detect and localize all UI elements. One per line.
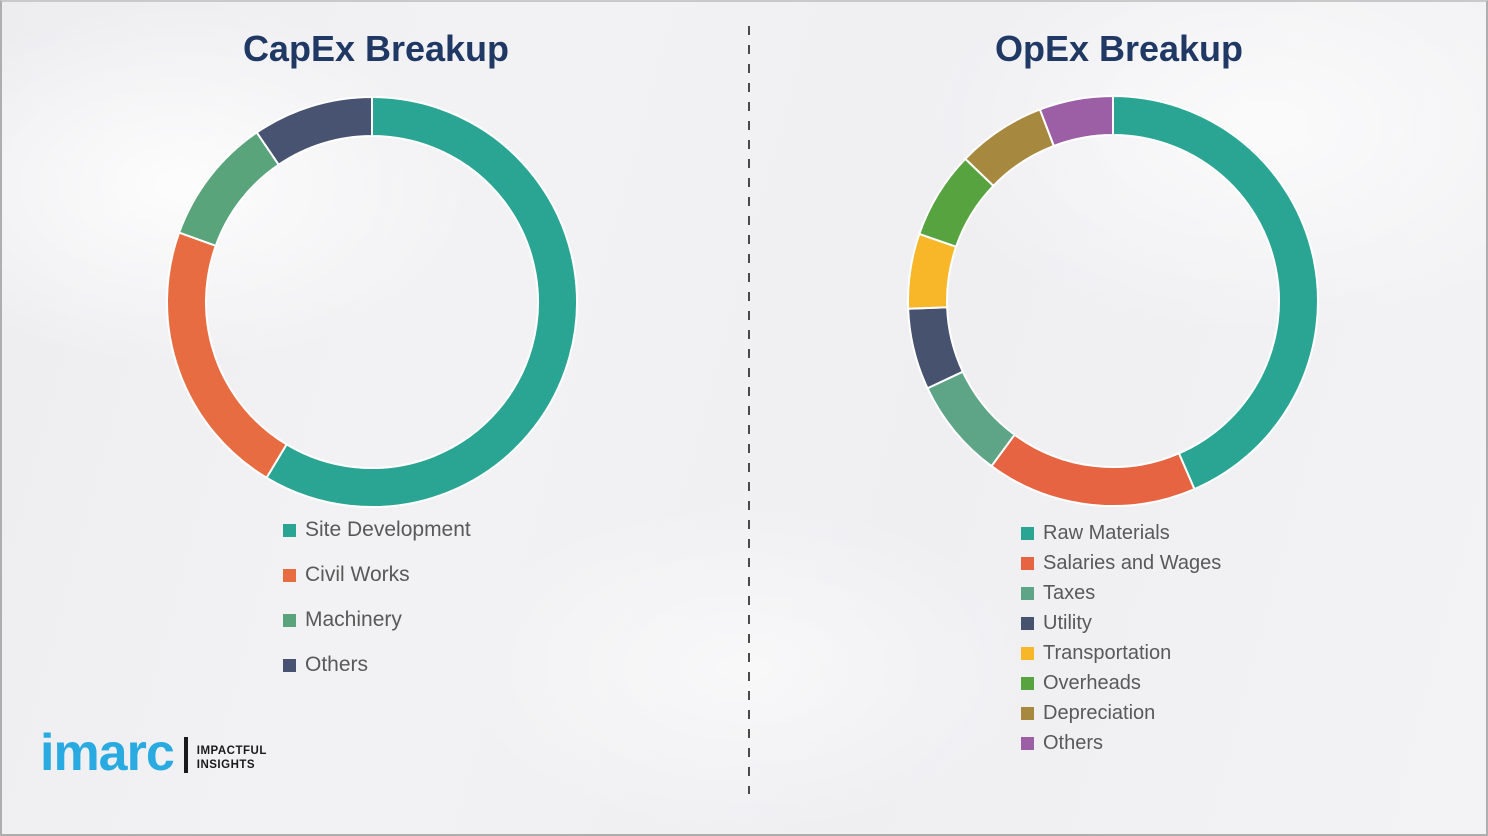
- legend-label: Salaries and Wages: [1043, 551, 1222, 574]
- donut-segment-civil-works: [166, 231, 288, 480]
- legend-item-others: Others: [1021, 732, 1221, 754]
- imarc-logo-text: imarc: [40, 724, 175, 782]
- legend-item-site-development: Site Development: [283, 518, 471, 541]
- donut-segment-site-development: [265, 95, 578, 508]
- legend-swatch-transportation: [1021, 646, 1034, 660]
- legend-label: Utility: [1043, 611, 1092, 634]
- imarc-tagline-line1: IMPACTFUL: [196, 744, 267, 757]
- legend-item-salaries-and-wages: Salaries and Wages: [1021, 552, 1221, 574]
- legend-swatch-overheads: [1021, 676, 1034, 690]
- legend-label: Taxes: [1043, 581, 1096, 604]
- capex-donut-chart: [166, 95, 578, 508]
- capex-title: CapEx Breakup: [242, 28, 510, 69]
- opex-legend: Raw Materials Salaries and Wages Taxes Util…: [1021, 522, 1221, 762]
- legend-swatch-others: [1021, 736, 1034, 750]
- donut-segment-raw-materials: [1112, 94, 1320, 491]
- imarc-logo-tagline: IMPACTFUL INSIGHTS: [197, 744, 267, 773]
- legend-label: Civil Works: [305, 563, 410, 586]
- legend-item-others: Others: [283, 653, 471, 676]
- legend-item-depreciation: Depreciation: [1021, 702, 1221, 724]
- opex-title: OpEx Breakup: [994, 28, 1244, 69]
- legend-swatch-raw-materials: [1021, 526, 1034, 540]
- legend-item-civil-works: Civil Works: [283, 563, 471, 586]
- divider-dashed-line: [748, 26, 750, 794]
- legend-label: Others: [1043, 731, 1104, 754]
- donut-segment-salaries-and-wages: [990, 433, 1196, 508]
- legend-swatch-machinery: [283, 613, 296, 627]
- capex-legend: Site Development Civil Works Machinery Othe…: [283, 518, 471, 699]
- opex-donut-chart: [907, 94, 1320, 508]
- donut-segment-taxes: [926, 370, 1016, 468]
- legend-label: Depreciation: [1043, 701, 1156, 724]
- legend-label: Others: [305, 653, 369, 676]
- donut-segment-utility: [907, 306, 965, 390]
- legend-item-overheads: Overheads: [1021, 672, 1221, 694]
- legend-item-transportation: Transportation: [1021, 642, 1221, 664]
- imarc-tagline-line2: INSIGHTS: [196, 759, 256, 772]
- legend-swatch-depreciation: [1021, 706, 1034, 720]
- legend-swatch-taxes: [1021, 586, 1034, 600]
- legend-label: Overheads: [1043, 671, 1141, 694]
- donut-segment-others: [255, 95, 373, 167]
- legend-label: Site Development: [305, 518, 471, 541]
- legend-swatch-site-development: [283, 523, 296, 537]
- imarc-logo-divider-bar: [183, 736, 188, 773]
- legend-label: Machinery: [305, 608, 402, 631]
- legend-swatch-civil-works: [283, 568, 296, 582]
- legend-swatch-salaries-and-wages: [1021, 556, 1034, 570]
- legend-swatch-utility: [1021, 616, 1034, 630]
- legend-swatch-others: [283, 658, 296, 672]
- legend-item-raw-materials: Raw Materials: [1021, 522, 1221, 544]
- legend-item-utility: Utility: [1021, 612, 1221, 634]
- legend-item-machinery: Machinery: [283, 608, 471, 631]
- legend-item-taxes: Taxes: [1021, 582, 1221, 604]
- donut-segment-machinery: [177, 131, 281, 248]
- imarc-logo: imarc IMPACTFUL INSIGHTS: [40, 724, 267, 782]
- legend-label: Transportation: [1043, 641, 1172, 664]
- donut-segment-others: [1038, 94, 1114, 148]
- legend-label: Raw Materials: [1043, 521, 1170, 544]
